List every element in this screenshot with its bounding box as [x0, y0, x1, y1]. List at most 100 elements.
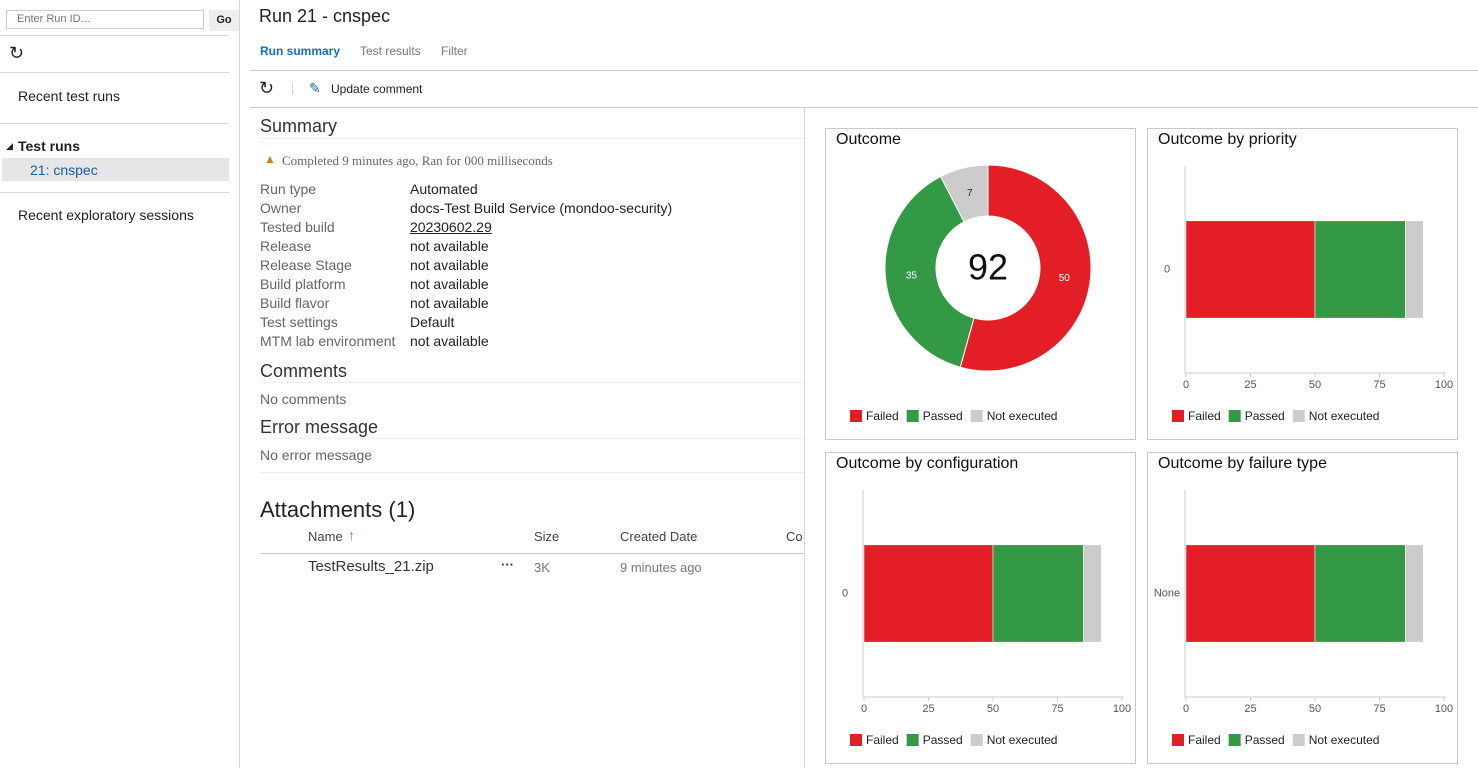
panel-border — [804, 108, 805, 768]
refresh-icon[interactable]: ↻ — [9, 43, 25, 63]
more-button[interactable]: ··· — [501, 557, 514, 572]
legend-swatch — [906, 734, 919, 746]
legend-label: Failed — [866, 409, 899, 423]
x-tick-label: 75 — [1051, 703, 1063, 715]
warning-icon: ▲ — [264, 152, 276, 166]
y-tick-label: None — [1154, 587, 1180, 599]
field-label: MTM lab environment — [260, 333, 396, 349]
bar-segment — [1405, 544, 1424, 643]
legend-swatch — [850, 734, 862, 746]
donut-total: 92 — [968, 247, 1008, 288]
run-id-input[interactable]: Enter Run ID... — [6, 10, 204, 29]
legend-label: Failed — [866, 733, 899, 747]
chart-title: Outcome by failure type — [1158, 455, 1327, 472]
field-value: docs-Test Build Service (mondoo-security… — [410, 200, 673, 216]
x-tick-label: 75 — [1373, 703, 1385, 715]
divider — [250, 107, 1478, 108]
donut-slice — [939, 164, 989, 223]
field-value: Default — [410, 314, 455, 330]
pencil-icon: ✎ — [309, 80, 321, 96]
divider — [0, 35, 229, 36]
chart-panel: Outcome 50 35 7 92 Failed Passed Not executed — [825, 128, 1136, 440]
attachments-title: Attachments (1) — [260, 497, 416, 522]
x-tick-label: 75 — [1373, 379, 1385, 391]
chart-panel: Outcome by priority 0 25 50 75 100 0 Failed Pass… — [1147, 128, 1458, 440]
refresh-button[interactable]: ↻ — [259, 78, 275, 98]
legend-label: Passed — [923, 409, 963, 423]
collapse-icon[interactable]: ◢ — [6, 141, 13, 151]
divider — [250, 70, 1478, 71]
status: Completed 9 minutes ago, Ran for 000 mil… — [282, 153, 553, 168]
column-header[interactable]: Co — [786, 529, 803, 544]
legend-swatch — [1172, 734, 1184, 746]
x-tick-label: 0 — [1183, 379, 1189, 391]
column-header[interactable]: Size — [534, 529, 560, 544]
legend-label: Not executed — [1309, 409, 1380, 423]
divider — [260, 472, 804, 473]
slice-label: 7 — [967, 188, 973, 199]
chart-title: Outcome by configuration — [836, 455, 1018, 472]
legend-label: Passed — [1245, 733, 1285, 747]
section-title: Comments — [260, 361, 348, 381]
separator — [292, 83, 293, 95]
x-tick-label: 50 — [987, 703, 999, 715]
chart: Outcome by failure type 0 25 50 75 100 None Fai… — [1154, 455, 1453, 747]
legend-swatch — [906, 410, 919, 422]
chart-panel: Outcome by configuration 0 25 50 75 100 0 Faile… — [825, 452, 1136, 764]
legend-swatch — [1228, 410, 1241, 422]
x-tick-label: 0 — [1183, 703, 1189, 715]
comments-text: No comments — [260, 391, 347, 407]
field-label: Build flavor — [260, 295, 330, 311]
tab[interactable]: Test results — [360, 44, 421, 58]
bar-segment — [863, 544, 994, 643]
test-runs-header[interactable]: Test runs — [18, 138, 80, 154]
slice-label: 50 — [1059, 273, 1071, 284]
divider — [260, 382, 804, 383]
x-tick-label: 25 — [1244, 379, 1256, 391]
section-title: Summary — [260, 116, 338, 136]
x-tick-label: 0 — [861, 703, 867, 715]
legend-label: Failed — [1188, 733, 1221, 747]
field-label: Run type — [260, 181, 317, 197]
bar-segment — [1185, 544, 1316, 643]
section-title: Error message — [260, 417, 379, 437]
field-label: Release — [260, 238, 312, 254]
update-comment[interactable]: Update comment — [331, 82, 423, 96]
recent-test-runs[interactable]: Recent test runs — [18, 88, 120, 104]
file-name[interactable]: TestResults_21.zip — [308, 558, 434, 575]
field-value: Automated — [410, 181, 478, 197]
summary-pane: Summary ▲ Completed 9 minutes ago, Ran f… — [250, 108, 804, 768]
divider — [0, 72, 229, 73]
field-value: not available — [410, 276, 489, 292]
slice-label: 35 — [906, 271, 918, 282]
x-tick-label: 100 — [1435, 703, 1453, 715]
legend-swatch — [970, 734, 983, 746]
legend-swatch — [1292, 734, 1305, 746]
column-header[interactable]: Name — [308, 529, 343, 544]
legend-swatch — [1292, 410, 1305, 422]
legend-swatch — [1172, 410, 1184, 422]
tab[interactable]: Run summary — [260, 44, 341, 58]
x-tick-label: 50 — [1309, 703, 1321, 715]
legend-label: Passed — [923, 733, 963, 747]
bar-segment — [1405, 220, 1424, 319]
field-label: Test settings — [260, 314, 338, 330]
divider — [260, 138, 804, 139]
chart: Outcome 50 35 7 92 Failed Passed Not executed — [836, 131, 1092, 423]
tab[interactable]: Filter — [441, 44, 468, 58]
divider — [0, 192, 229, 193]
y-tick-label: 0 — [1164, 263, 1170, 275]
selected-row[interactable]: 21: cnspec — [2, 158, 229, 181]
legend-label: Not executed — [1309, 733, 1380, 747]
donut-slice — [884, 175, 975, 368]
recent-exploratory[interactable]: Recent exploratory sessions — [18, 207, 194, 223]
field-value[interactable]: 20230602.29 — [410, 219, 492, 235]
column-header[interactable]: Created Date — [620, 529, 698, 544]
x-tick-label: 25 — [1244, 703, 1256, 715]
chart: Outcome by configuration 0 25 50 75 100 0 Faile… — [836, 455, 1131, 747]
chart-title: Outcome — [836, 131, 901, 148]
field-label: Owner — [260, 200, 302, 216]
go-button[interactable]: Go — [209, 10, 239, 31]
divider — [260, 438, 804, 439]
sidebar-border — [239, 0, 240, 768]
